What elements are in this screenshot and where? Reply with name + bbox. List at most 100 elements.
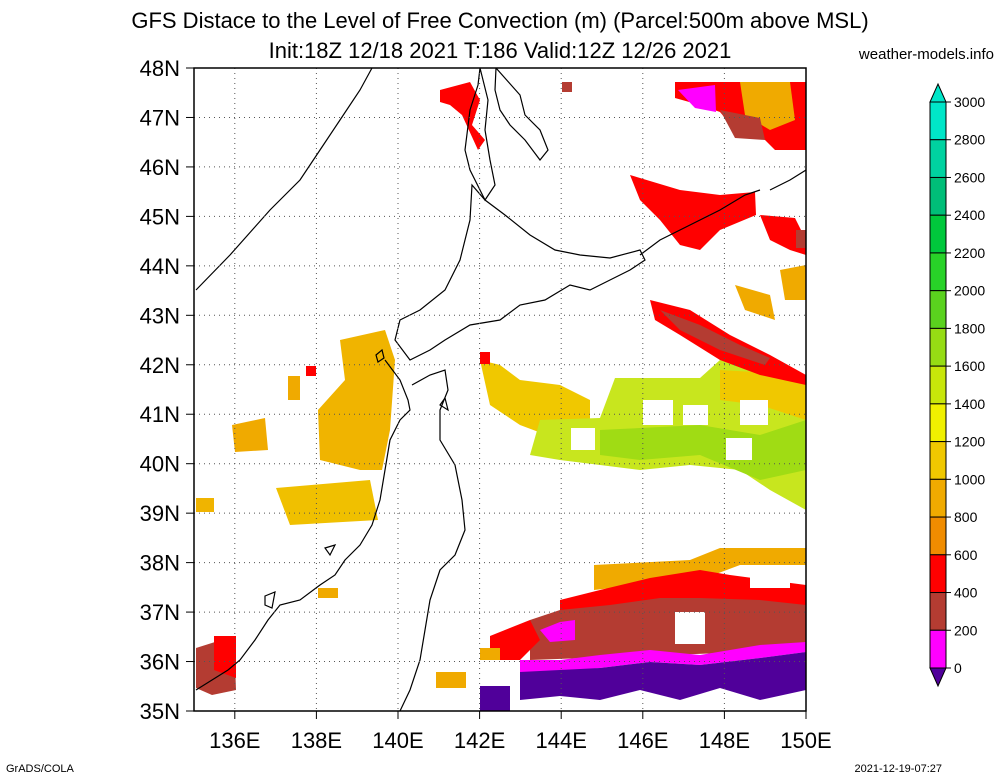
colorbar-segment: [929, 403, 947, 443]
field-hole: [726, 438, 752, 460]
colorbar-segment: [929, 365, 947, 405]
site-label: weather-models.info: [858, 46, 994, 63]
colorbar-segment: [929, 516, 947, 556]
chart-subtitle: Init:18Z 12/18 2021 T:186 Valid:12Z 12/2…: [268, 38, 732, 63]
colorbar-label: 1000: [954, 471, 985, 487]
field-hole: [675, 612, 705, 644]
field-patch: [288, 376, 300, 400]
lat-label: 40N: [140, 452, 180, 477]
field-patch: [232, 418, 268, 452]
gridlines: [194, 68, 806, 711]
field-patch: [480, 352, 490, 364]
field-patch: [540, 620, 575, 642]
colorbar-label: 400: [954, 585, 978, 601]
field-patch: [600, 420, 806, 480]
coastlines: [195, 68, 806, 711]
field-patch: [490, 620, 540, 660]
coastline: [639, 189, 761, 256]
lat-label: 46N: [140, 155, 180, 180]
colorbar-segment: [929, 176, 947, 216]
colorbar-label: 2000: [954, 283, 985, 299]
field-patch: [562, 82, 572, 92]
colorbar-labels: 3000280026002400220020001800160014001200…: [946, 94, 985, 676]
lon-label: 142E: [454, 728, 505, 753]
lon-label: 138E: [291, 728, 342, 753]
lat-label: 47N: [140, 105, 180, 130]
field-patch: [660, 310, 770, 365]
colorbar-segment: [929, 139, 947, 178]
colorbar-label: 0: [954, 660, 962, 676]
lfc-field: [196, 82, 806, 711]
colorbar-segment: [929, 290, 947, 329]
field-patch: [735, 285, 775, 320]
colorbar-label: 2800: [954, 132, 985, 148]
lon-label: 144E: [536, 728, 587, 753]
colorbar-segment: [929, 101, 947, 141]
lat-label: 37N: [140, 600, 180, 625]
colorbar-label: 800: [954, 509, 978, 525]
colorbar-label: 1800: [954, 320, 985, 336]
coastline: [195, 359, 411, 691]
lat-label: 38N: [140, 551, 180, 576]
coastline: [264, 591, 276, 609]
colorbar-label: 2200: [954, 245, 985, 261]
lat-label: 39N: [140, 501, 180, 526]
colorbar-segment: [929, 478, 947, 518]
coastline: [494, 68, 549, 161]
colorbar-segment: [929, 214, 947, 254]
lat-label: 36N: [140, 650, 180, 675]
lat-label: 48N: [140, 56, 180, 81]
field-patch: [480, 686, 510, 711]
lon-label: 146E: [617, 728, 668, 753]
colorbar: [929, 82, 947, 688]
field-patch: [630, 175, 756, 250]
field-patch: [720, 370, 806, 420]
field-patch: [480, 648, 500, 660]
coastline: [439, 396, 449, 412]
field-patch: [520, 652, 806, 700]
lat-label: 45N: [140, 204, 180, 229]
lat-label: 44N: [140, 254, 180, 279]
field-patch: [276, 480, 378, 525]
colorbar-segment: [929, 554, 947, 594]
colorbar-label: 600: [954, 547, 978, 563]
field-patch: [780, 265, 806, 300]
colorbar-segment: [929, 252, 947, 292]
coastline: [464, 68, 496, 202]
lat-label: 41N: [140, 402, 180, 427]
field-patch: [440, 82, 485, 150]
coastline: [769, 169, 806, 191]
colorbar-label: 3000: [954, 94, 985, 110]
plot-frame: [193, 67, 807, 712]
coastline: [195, 68, 373, 291]
lon-label: 140E: [372, 728, 423, 753]
lat-label: 42N: [140, 353, 180, 378]
colorbar-min-arrow: [929, 667, 947, 688]
coastline: [394, 183, 646, 361]
field-patch: [530, 598, 806, 660]
field-patch: [306, 366, 316, 376]
footer-credit: GrADS/COLA: [6, 763, 74, 775]
coastline: [324, 544, 337, 557]
colorbar-label: 1600: [954, 358, 985, 374]
colorbar-segment: [929, 592, 947, 631]
field-patch: [796, 230, 806, 248]
colorbar-max-arrow: [929, 82, 947, 103]
colorbar-segment: [929, 441, 947, 480]
field-hole: [643, 400, 673, 425]
footer-timestamp: 2021-12-19-07:27: [854, 763, 942, 775]
colorbar-label: 1200: [954, 434, 985, 450]
latitude-labels: 48N 47N 46N 45N 44N 43N 42N 41N 40N 39N 38N 37N 36N 3…: [140, 56, 194, 724]
field-patch: [318, 330, 395, 470]
field-patch: [436, 672, 466, 688]
colorbar-segment: [929, 327, 947, 367]
colorbar-label: 1400: [954, 396, 985, 412]
field-hole: [683, 405, 708, 425]
colorbar-label: 2400: [954, 207, 985, 223]
field-patch: [720, 110, 765, 140]
field-patch: [318, 588, 338, 598]
field-patch: [196, 498, 214, 512]
field-patch: [678, 85, 716, 112]
lat-label: 35N: [140, 699, 180, 724]
